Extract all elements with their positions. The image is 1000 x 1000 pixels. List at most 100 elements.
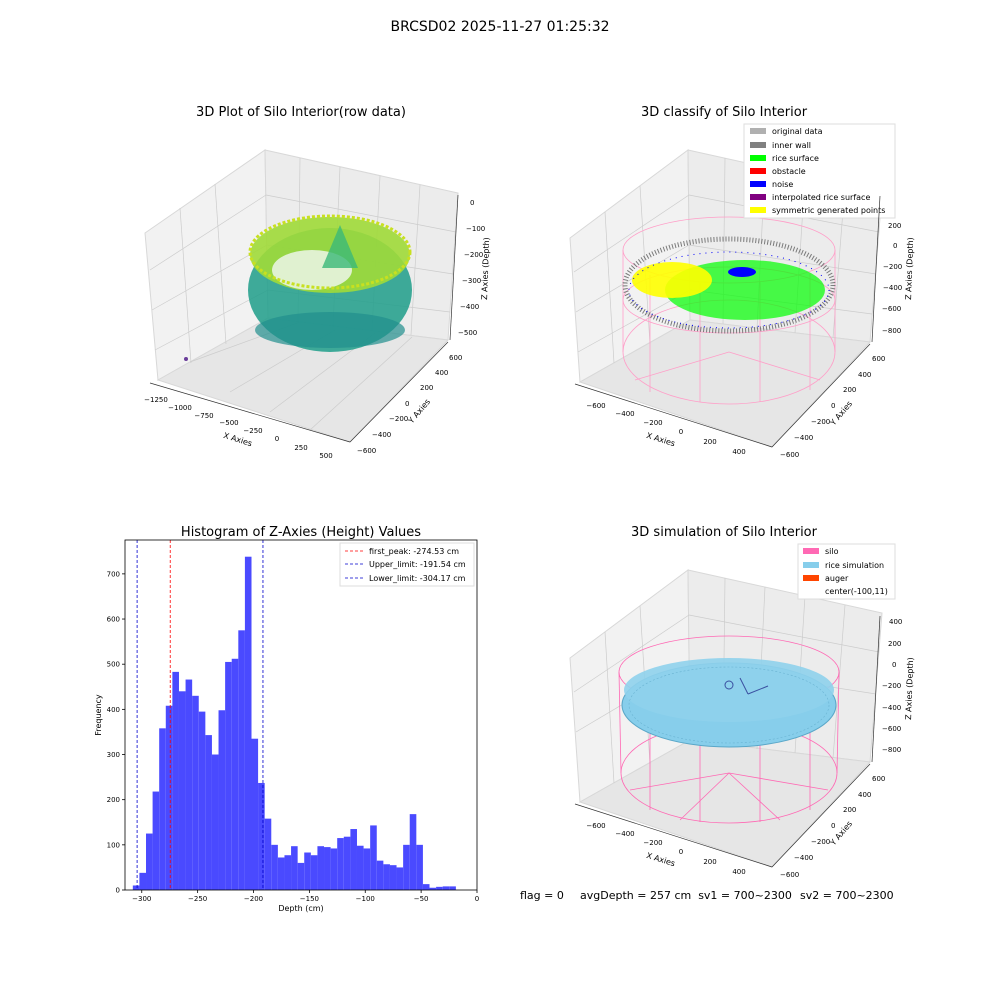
histogram-title: Histogram of Z-Axies (Height) Values — [181, 525, 421, 540]
legend-label: inner wall — [772, 141, 811, 150]
z-tick-label: −200 — [883, 263, 902, 271]
histogram-bar — [442, 886, 450, 890]
y-tick-label: −600 — [357, 447, 376, 455]
x-tick-label: −500 — [219, 419, 238, 427]
z-tick-label: −500 — [458, 329, 477, 337]
z-tick-label: 0 — [470, 199, 474, 207]
status-flag: flag = 0 — [520, 889, 564, 902]
histogram-bar — [231, 658, 239, 890]
x-tick-label: 0 — [679, 428, 683, 436]
legend-label: rice simulation — [825, 561, 884, 570]
x-axis-label: X Axies — [645, 431, 676, 448]
histogram-bar — [198, 711, 206, 890]
z-tick-label: 400 — [889, 618, 902, 626]
histogram-bar — [152, 791, 160, 890]
z-tick-label: −200 — [882, 682, 901, 690]
z-axis: 400 200 0 −200 −400 −600 −800 Z Axies (D… — [871, 615, 915, 763]
y-axis-line — [349, 341, 449, 443]
z-axis-label: Z Axies (Depth) — [904, 657, 915, 720]
panel-classify-title: 3D classify of Silo Interior — [641, 105, 808, 120]
histogram-bar — [389, 865, 397, 890]
histogram-bar — [146, 833, 153, 890]
y-tick-label: 200 — [420, 384, 433, 392]
z-tick-label: −200 — [464, 251, 483, 259]
x-tick-label: −400 — [615, 830, 634, 838]
histogram-bar — [324, 847, 331, 890]
y-tick-label: 100 — [107, 841, 120, 849]
x-tick-label: −50 — [414, 895, 429, 903]
histogram-bar — [211, 754, 219, 890]
y-tick-label: 600 — [872, 775, 885, 783]
y-tick-label: −600 — [780, 871, 799, 879]
x-tick-label: −250 — [188, 895, 207, 903]
z-tick-label: 0 — [892, 661, 896, 669]
y-tick-label: 500 — [107, 661, 120, 669]
z-tick-label: −400 — [882, 704, 901, 712]
x-axis-line — [574, 383, 773, 448]
z-axis: 0 −100 −200 −300 −400 −500 Z Axies (Dept… — [449, 194, 491, 341]
histogram-bar — [264, 818, 272, 890]
inner-wall-points — [622, 236, 836, 334]
noise-edge-points — [628, 251, 830, 329]
y-tick-label: 0 — [116, 887, 120, 895]
rice-surface-top — [624, 658, 834, 722]
legend-label: rice surface — [772, 154, 819, 163]
x-tick-label: −400 — [615, 410, 634, 418]
x-tick-label: 200 — [703, 438, 716, 446]
x-tick-label: −600 — [586, 822, 605, 830]
x-tick-label: −1000 — [168, 404, 192, 412]
histogram-legend: first_peak: -274.53 cm Upper_limit: -191… — [339, 542, 475, 587]
figure-suptitle: BRCSD02 2025-11-27 01:25:32 — [390, 19, 609, 35]
histogram-bar — [337, 838, 344, 890]
y-axis-line — [771, 763, 871, 868]
panel-raw-3d: 3D Plot of Silo Interior(row data) −1250 — [144, 105, 491, 460]
histogram-y-ticks: 0 100 200 300 400 500 600 700 — [107, 570, 125, 895]
pane-floor — [578, 739, 872, 868]
legend-label: center(-100,11) — [825, 587, 888, 596]
legend-swatch — [750, 194, 766, 200]
x-tick-label: −600 — [586, 402, 605, 410]
histogram-bar — [178, 691, 186, 890]
legend-swatch — [750, 207, 766, 213]
symmetric-generated-points — [632, 262, 712, 298]
histogram-bar — [356, 845, 364, 890]
legend-swatch — [750, 142, 766, 148]
legend-label: original data — [772, 127, 823, 136]
y-tick-label: −400 — [372, 431, 391, 439]
z-tick-label: −600 — [882, 725, 901, 733]
histogram-bar — [297, 862, 305, 890]
classified-points — [622, 236, 836, 334]
histogram-x-ticks: −300 −250 −200 −150 −100 −50 0 — [132, 890, 479, 903]
legend-swatch — [803, 548, 819, 554]
y-tick-label: −600 — [780, 451, 799, 459]
legend-label: Lower_limit: -304.17 cm — [369, 574, 466, 583]
legend-label: first_peak: -274.53 cm — [369, 547, 459, 556]
histogram-bar — [258, 782, 265, 890]
histogram-bar — [205, 735, 212, 890]
status-avg-depth: avgDepth = 257 cm sv1 = 700~2300 — [580, 889, 792, 902]
x-tick-label: 0 — [475, 895, 479, 903]
x-tick-label: 400 — [732, 868, 745, 876]
panel-histogram: Histogram of Z-Axies (Height) Values −30… — [94, 525, 479, 913]
histogram-bar — [132, 885, 140, 890]
z-axis-label: Z Axies (Depth) — [480, 237, 491, 300]
histogram-bar — [429, 887, 437, 890]
legend-label: interpolated rice surface — [772, 193, 870, 202]
histogram-plot-frame — [124, 539, 478, 891]
y-tick-label: −200 — [811, 418, 830, 426]
x-tick-label: −250 — [243, 427, 262, 435]
x-tick-label: 200 — [703, 858, 716, 866]
histogram-bar — [376, 860, 384, 890]
histogram-bar — [304, 852, 311, 890]
histogram-bar — [277, 857, 285, 890]
histogram-bar — [284, 855, 292, 890]
legend-swatch — [803, 575, 819, 581]
histogram-x-axis-label: Depth (cm) — [278, 904, 323, 913]
z-tick-label: 200 — [888, 640, 901, 648]
histogram-bar — [436, 886, 443, 890]
legend-classify: original data inner wall rice surface ob… — [743, 123, 896, 219]
histogram-bar — [251, 738, 259, 890]
histogram-bar — [159, 728, 166, 890]
z-axis-line — [871, 195, 881, 343]
z-axis-label: Z Axies (Depth) — [904, 237, 915, 300]
